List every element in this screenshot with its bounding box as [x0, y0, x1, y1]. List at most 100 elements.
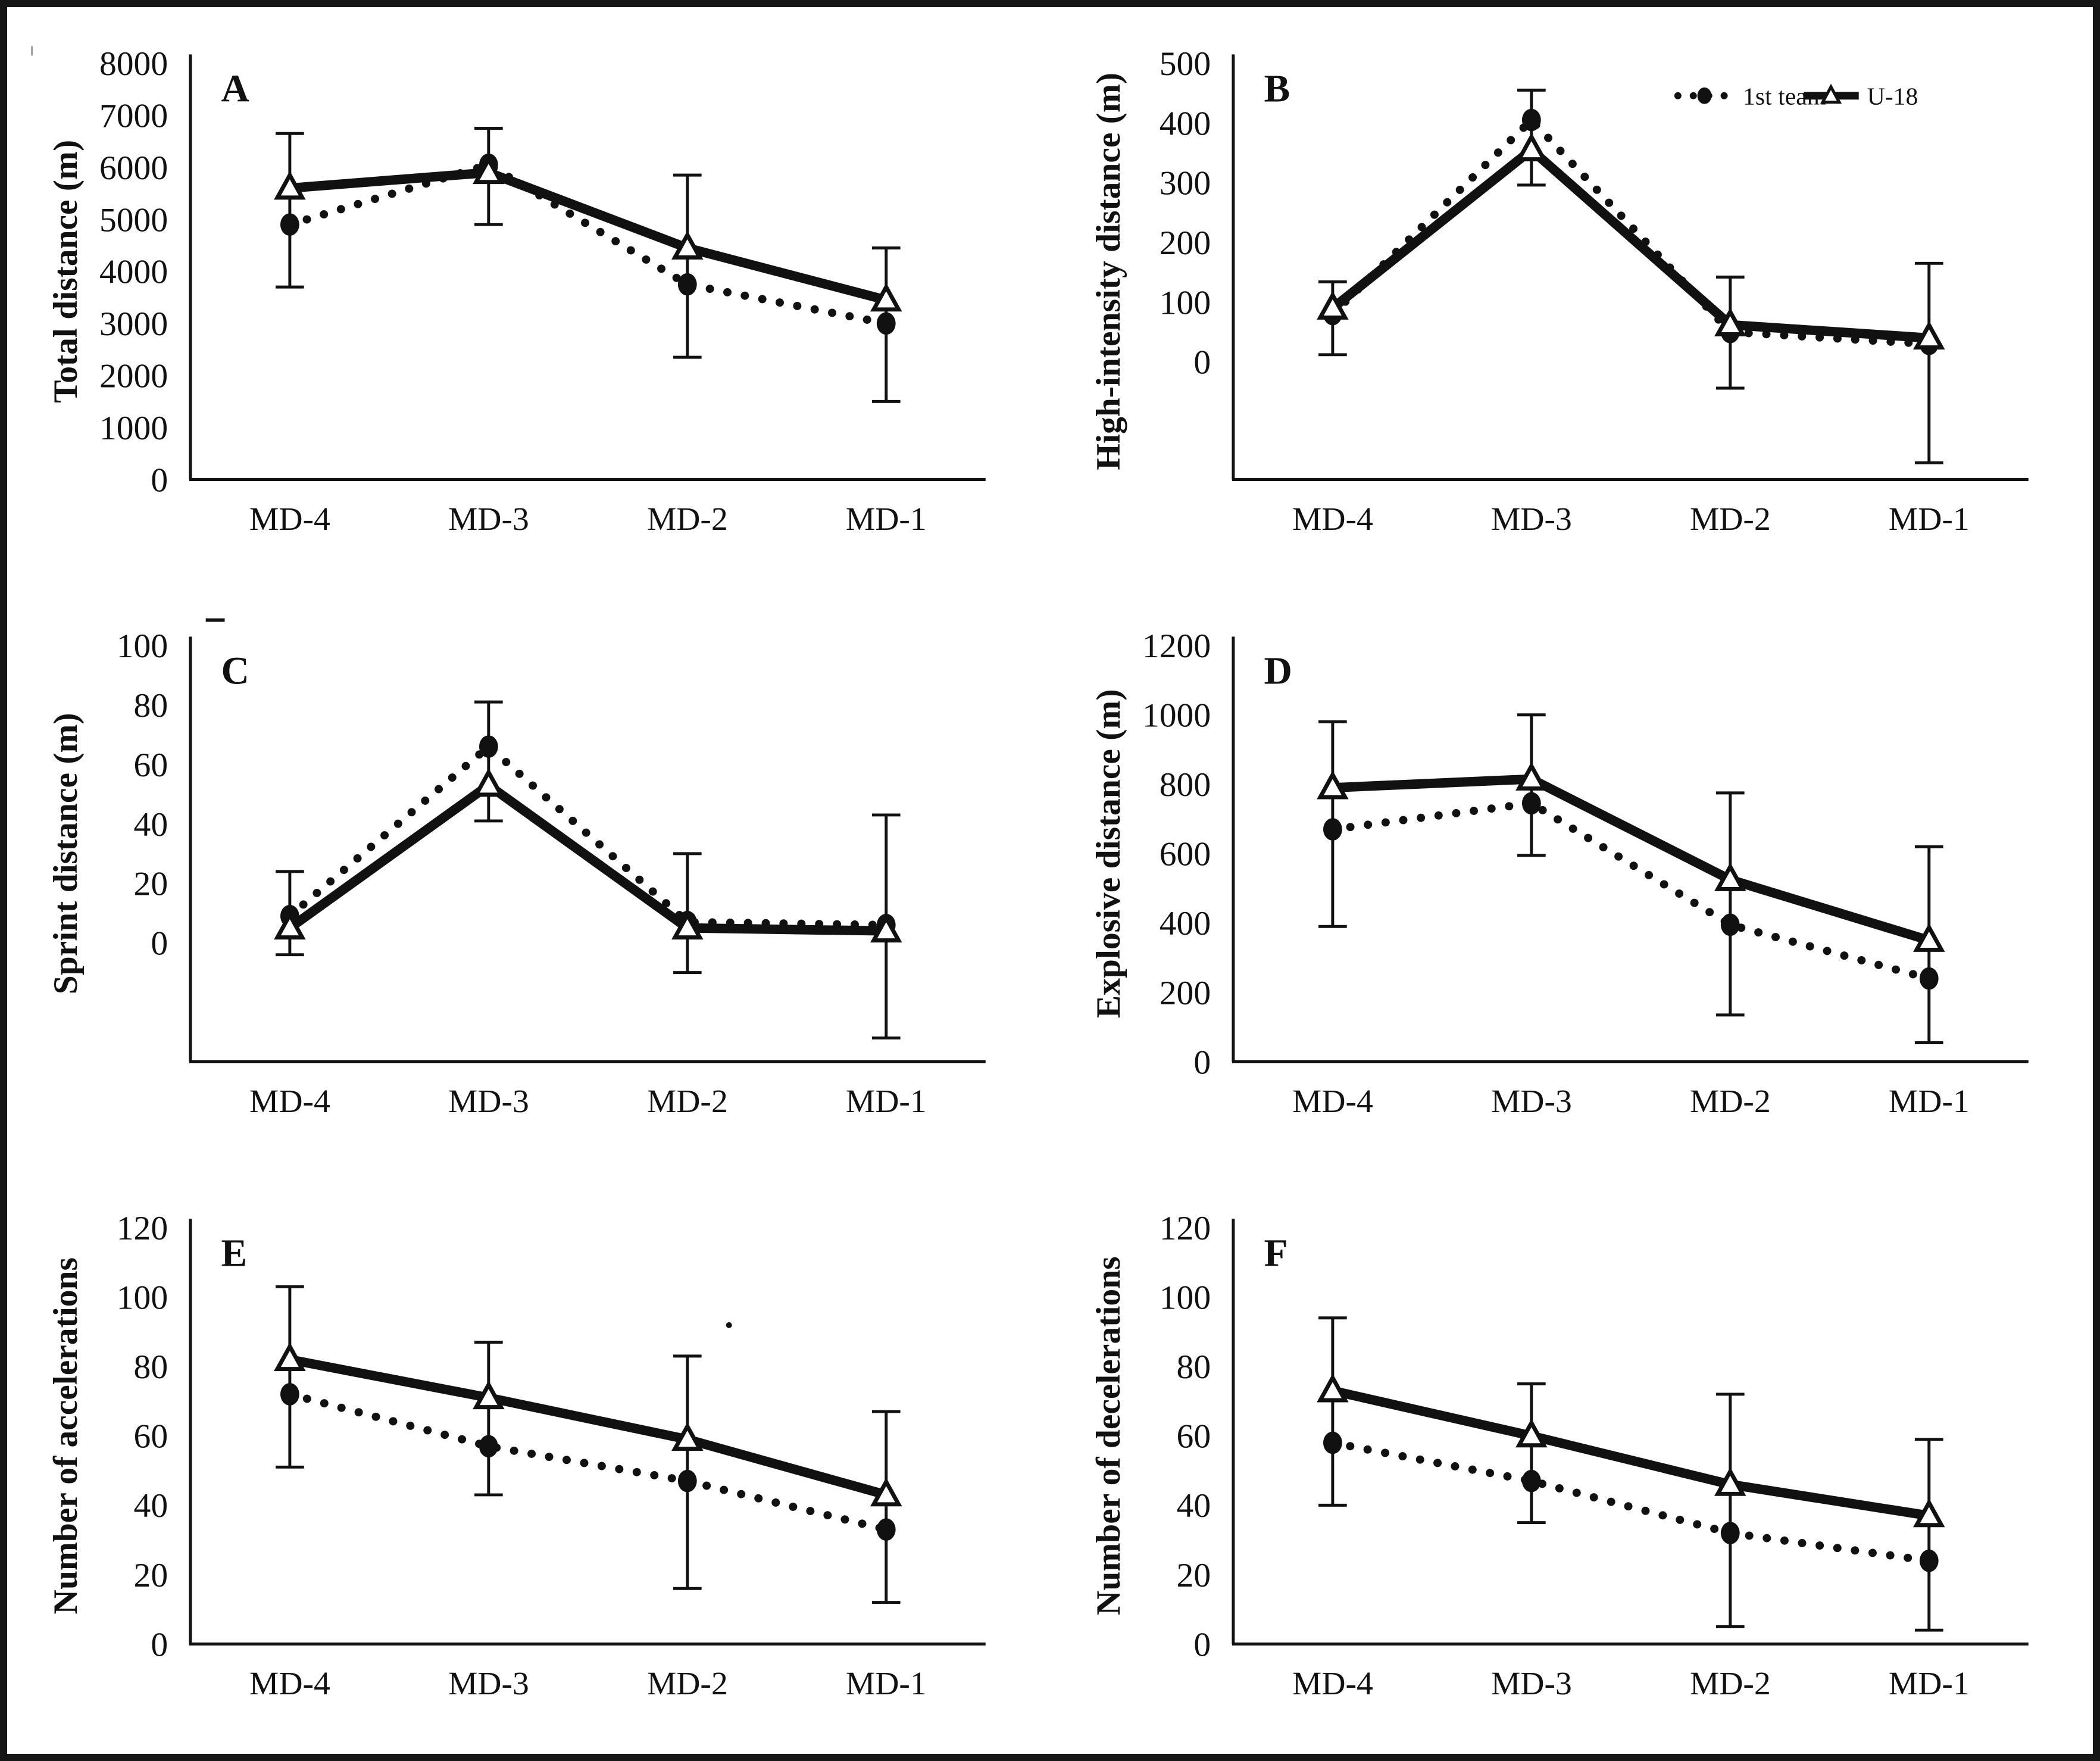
first-team-marker-circle	[1919, 967, 1939, 990]
u18-line	[1332, 1386, 1930, 1520]
panel-c-sprint-distance-chart: 100 80 60 40 20 0 Sprint distance (m) C MD-4 MD-3…	[47, 618, 986, 1120]
y-tick-label: 400	[1160, 105, 1211, 142]
u18-marker-triangle	[671, 910, 704, 940]
first-team-marker-circle	[479, 1435, 498, 1458]
y-tick-label: 100	[1160, 1279, 1211, 1317]
first-team-marker-circle	[1919, 1549, 1939, 1572]
y-tick-label: 0	[151, 1626, 168, 1663]
first-team-marker-circle	[280, 1383, 299, 1406]
y-tick-label: 100	[117, 627, 168, 665]
y-tick-label: 100	[1160, 284, 1211, 321]
first-team-line	[285, 741, 890, 929]
x-category-label: MD-4	[1292, 1083, 1373, 1120]
y-tick-label: 2000	[99, 358, 168, 395]
first-team-line	[285, 160, 890, 328]
u18-marker-triangle	[473, 767, 505, 797]
panel-letter: E	[221, 1232, 248, 1275]
x-category-label: MD-1	[1889, 1083, 1970, 1120]
x-category-label: MD-2	[1690, 1665, 1771, 1702]
x-category-label: MD-3	[1491, 1665, 1572, 1702]
y-tick-label: 120	[1160, 1210, 1211, 1247]
u18-line	[287, 779, 886, 936]
u18-marker-triangle	[671, 1422, 704, 1451]
x-category-label: MD-3	[448, 1083, 529, 1120]
first-team-marker-circle	[1521, 1469, 1541, 1493]
u18-marker-triangle	[870, 913, 902, 943]
y-tick-label: 0	[151, 925, 168, 963]
panel-letter: C	[221, 650, 249, 693]
first-team-marker-circle	[280, 213, 299, 236]
y-axis-title: Number of accelerations	[47, 1257, 85, 1614]
u18-marker-triangle	[1714, 1467, 1746, 1496]
u18-line	[289, 1354, 888, 1500]
legend-first-team-marker-circle	[1697, 87, 1712, 104]
y-tick-label: 20	[134, 1557, 168, 1594]
x-category-label: MD-2	[1690, 501, 1771, 538]
first-team-line	[1328, 1438, 1933, 1565]
x-category-label: MD-4	[249, 1083, 330, 1120]
y-tick-label: 8000	[99, 45, 168, 83]
y-tick-label: 20	[1177, 1557, 1211, 1594]
y-tick-label: 80	[1177, 1348, 1211, 1386]
first-team-marker-circle	[1323, 818, 1342, 841]
x-category-label: MD-1	[846, 501, 927, 538]
y-tick-label: 80	[134, 1348, 168, 1386]
y-tick-label: 60	[134, 747, 168, 784]
u18-marker-triangle	[274, 1342, 306, 1372]
x-category-label: MD-4	[249, 1665, 330, 1702]
first-team-marker-circle	[677, 1469, 697, 1493]
y-tick-label: 100	[117, 1279, 168, 1317]
y-tick-label: 400	[1160, 905, 1211, 942]
first-team-line	[285, 1390, 890, 1534]
y-axis-title: Total distance (m)	[47, 140, 85, 403]
x-category-label: MD-4	[1292, 1665, 1373, 1702]
x-category-label: MD-1	[1889, 501, 1970, 538]
legend-u18-label: U-18	[1867, 83, 1918, 111]
u18-marker-triangle	[671, 230, 704, 260]
y-tick-label: 7000	[99, 98, 168, 135]
u18-marker-triangle	[1913, 1498, 1945, 1528]
first-team-marker-circle	[677, 273, 697, 296]
u18-marker-triangle	[274, 910, 306, 940]
legend-u18-marker-triangle	[1820, 83, 1842, 104]
y-tick-label: 0	[1193, 1626, 1211, 1663]
panel-d-explosive-distance-chart: 1200 1000 800 600 400 200 0 Explosive distance …	[1090, 627, 2029, 1120]
first-team-marker-circle	[1720, 913, 1740, 936]
u18-marker-triangle	[473, 155, 505, 185]
y-tick-label: 200	[1160, 975, 1211, 1012]
u18-marker-triangle	[1317, 291, 1349, 320]
x-category-label: MD-1	[1889, 1665, 1970, 1702]
y-tick-label: 200	[1160, 224, 1211, 262]
y-tick-label: 40	[1177, 1487, 1211, 1525]
u18-marker-triangle	[1714, 307, 1746, 337]
x-category-label: MD-4	[249, 501, 330, 538]
y-tick-label: 1000	[99, 410, 168, 447]
panel-f-decelerations-chart: 120 100 80 60 40 20 0 Number of decelerations F M…	[1090, 1210, 2029, 1702]
y-tick-label: 4000	[99, 254, 168, 291]
u18-marker-triangle	[870, 282, 902, 312]
panel-letter: B	[1264, 68, 1290, 111]
first-team-line	[1328, 114, 1933, 348]
u18-marker-triangle	[1515, 761, 1548, 791]
u18-marker-triangle	[473, 1380, 505, 1410]
u18-marker-triangle	[1515, 132, 1548, 162]
x-category-label: MD-3	[448, 501, 529, 538]
first-team-marker-circle	[1521, 108, 1541, 132]
y-tick-label: 6000	[99, 149, 168, 187]
u18-line	[289, 167, 888, 305]
y-tick-label: 60	[1177, 1418, 1211, 1456]
u18-marker-triangle	[1714, 862, 1746, 891]
y-axis-title: High-intensity distance (m)	[1090, 73, 1127, 470]
y-axis-title: Explosive distance (m)	[1090, 689, 1127, 1019]
u18-line	[1332, 774, 1931, 945]
y-tick-label: 20	[134, 866, 168, 903]
y-tick-label: 600	[1160, 836, 1211, 873]
x-category-label: MD-2	[647, 1665, 728, 1702]
first-team-marker-circle	[876, 312, 896, 335]
y-tick-label: 3000	[99, 305, 168, 343]
first-team-marker-circle	[1521, 792, 1541, 815]
panel-letter: D	[1264, 650, 1292, 693]
y-tick-label: 40	[134, 1487, 168, 1525]
u18-line	[1329, 143, 1930, 343]
